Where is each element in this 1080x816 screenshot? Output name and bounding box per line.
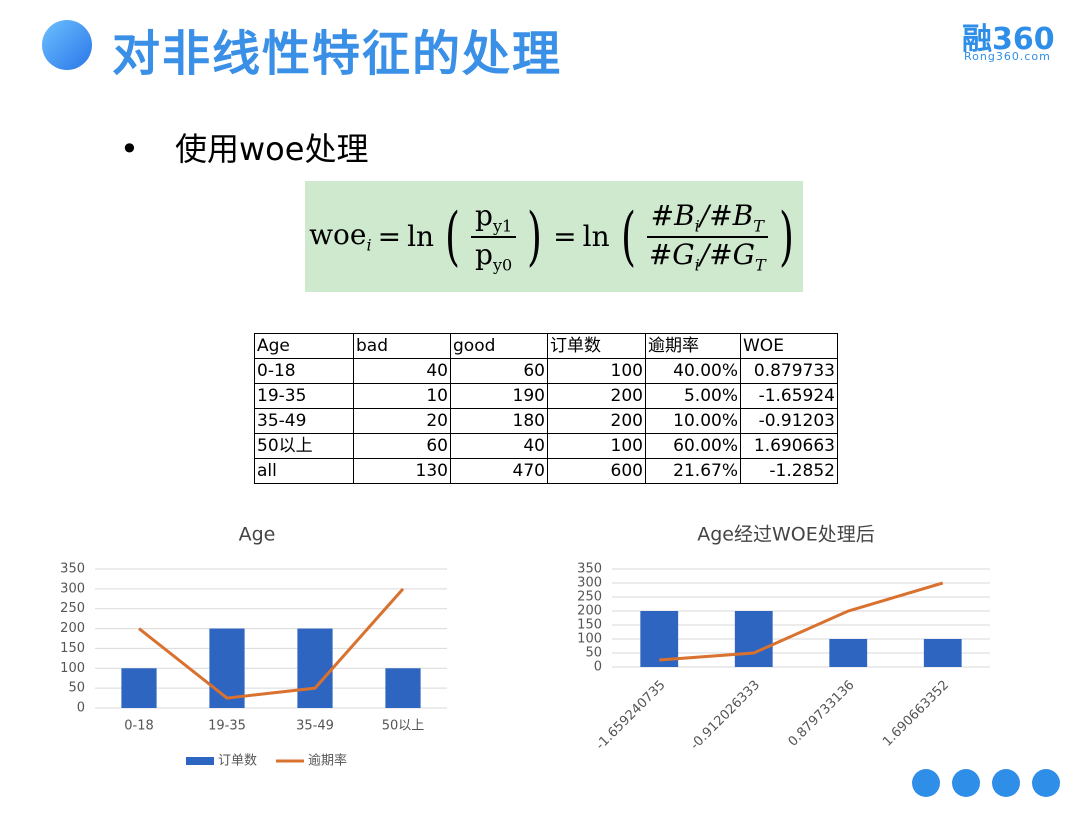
table-row: 50以上 60 40 100 60.00% 1.690663 — [254, 433, 838, 459]
formula-text: /#G — [699, 237, 756, 271]
table-cell: -0.91203 — [740, 408, 838, 434]
slide-title: 对非线性特征的处理 — [112, 26, 563, 82]
y-tick-label: 250 — [577, 590, 602, 605]
line — [138, 587, 405, 700]
bullet: • 使用woe处理 — [120, 130, 369, 168]
formula-text: y1 — [492, 216, 513, 236]
table-header-cell: Age — [254, 333, 354, 359]
formula-text: p — [475, 237, 493, 271]
bar — [734, 611, 773, 667]
table-cell: 100 — [547, 358, 646, 384]
formula-text: p — [475, 198, 493, 232]
table-cell: 50以上 — [254, 433, 354, 459]
title-dot — [42, 20, 92, 70]
table-cell: 470 — [450, 458, 548, 484]
bar — [385, 668, 421, 708]
table-cell: 0.879733 — [740, 358, 838, 384]
y-tick-label: 100 — [577, 632, 602, 647]
x-tick-label: 19-35 — [208, 719, 246, 734]
y-tick-label: 50 — [585, 646, 602, 661]
table-cell: 5.00% — [645, 383, 741, 409]
y-tick-label: 300 — [577, 576, 602, 591]
table-cell: 200 — [547, 408, 646, 434]
bullet-text: 使用woe处理 — [175, 130, 369, 168]
formula-text: T — [755, 255, 766, 275]
x-tick-label: 0-18 — [124, 719, 154, 734]
table-cell: 10 — [353, 383, 451, 409]
legend-label: 逾期率 — [308, 753, 347, 769]
table-row: 35-49 20 180 200 10.00% -0.91203 — [254, 408, 838, 434]
formula-text: i — [366, 235, 372, 255]
table-cell: 40 — [353, 358, 451, 384]
formula-text: #G — [648, 237, 695, 271]
table-cell: 100 — [547, 433, 646, 459]
chart-title: Age经过WOE处理后 — [697, 524, 875, 546]
data-table: Age bad good 订单数 逾期率 WOE 0-18 40 60 100 40.00% 0.87… — [254, 333, 838, 484]
legend-label: 订单数 — [218, 754, 257, 769]
table-cell: 35-49 — [254, 408, 354, 434]
table-cell: 1.690663 — [740, 433, 838, 459]
table-cell: 19-35 — [254, 383, 354, 409]
formula-text: i — [694, 255, 700, 275]
table-row: 19-35 10 190 200 5.00% -1.65924 — [254, 383, 838, 409]
table-cell: 60 — [450, 358, 548, 384]
y-tick-label: 200 — [577, 604, 602, 619]
formula-text: i — [694, 216, 700, 236]
x-tick-label: 50以上 — [382, 719, 425, 734]
y-tick-label: 50 — [68, 681, 85, 696]
logo-subtitle: Rong360.com — [964, 50, 1051, 63]
bar — [297, 628, 333, 708]
table-row: Age bad good 订单数 逾期率 WOE — [254, 333, 838, 359]
legend-swatch — [186, 757, 214, 765]
table-cell: -1.2852 — [740, 458, 838, 484]
y-tick-label: 150 — [60, 641, 85, 656]
formula-text: /#B — [699, 198, 754, 232]
y-tick-label: 350 — [577, 562, 602, 577]
table-cell: all — [254, 458, 354, 484]
bar — [829, 639, 868, 667]
x-tick-label: 35-49 — [296, 719, 334, 734]
table-header-cell: bad — [353, 333, 451, 359]
table-cell: 200 — [547, 383, 646, 409]
formula-text: ln — [582, 220, 610, 253]
y-tick-label: 250 — [60, 601, 85, 616]
x-tick-label: 1.690663352 — [880, 678, 952, 750]
formula: woei = ln ( py1 py0 ) = ln ( #Bi/#BT #Gi/#… — [305, 181, 803, 292]
line — [659, 581, 944, 662]
table-header-cell: 订单数 — [547, 333, 646, 359]
table-cell: 21.67% — [645, 458, 741, 484]
table-cell: 130 — [353, 458, 451, 484]
formula-text: woe — [309, 218, 367, 252]
bar — [923, 639, 962, 667]
y-tick-label: 150 — [577, 618, 602, 633]
y-tick-label: 300 — [60, 581, 85, 596]
formula-text: = — [553, 220, 577, 253]
bar — [209, 628, 245, 708]
table-cell: 180 — [450, 408, 548, 434]
y-tick-label: 0 — [77, 701, 85, 716]
table-cell: -1.65924 — [740, 383, 838, 409]
y-tick-label: 200 — [60, 621, 85, 636]
logo: 融360 — [962, 22, 1055, 57]
y-tick-label: 350 — [60, 562, 85, 577]
formula-text: = — [377, 220, 402, 253]
table-row: all 130 470 600 21.67% -1.2852 — [254, 458, 838, 484]
x-tick-label: -1.659240735 — [593, 678, 668, 753]
bar — [121, 668, 157, 708]
formula-text: y0 — [492, 255, 513, 275]
table-cell: 600 — [547, 458, 646, 484]
footer-icons — [912, 769, 1060, 797]
x-tick-label: -0.912026333 — [688, 678, 763, 753]
table-header-cell: WOE — [740, 333, 838, 359]
y-tick-label: 0 — [594, 660, 602, 675]
y-tick-label: 100 — [60, 661, 85, 676]
formula-text: ln — [407, 220, 435, 253]
x-tick-label: 0.879733136 — [786, 678, 858, 750]
chart-title: Age — [239, 524, 276, 546]
formula-text: T — [753, 216, 764, 236]
formula-text: #B — [650, 198, 695, 232]
